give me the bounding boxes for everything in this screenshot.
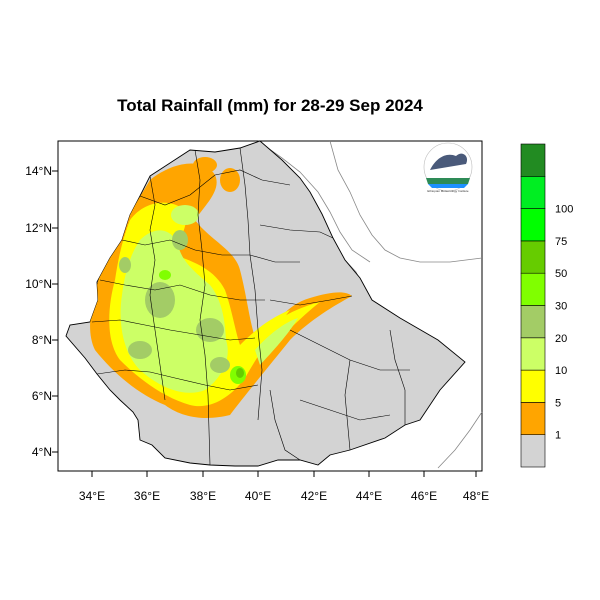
lat-label: 6°N xyxy=(32,389,52,403)
colorbar-swatch xyxy=(520,176,546,209)
lon-label: 36°E xyxy=(134,489,160,503)
lon-label: 40°E xyxy=(245,489,271,503)
colorbar-swatch xyxy=(520,143,546,177)
colorbar-label: 50 xyxy=(555,268,567,280)
colorbar-swatch xyxy=(520,208,546,242)
lat-label: 8°N xyxy=(32,333,52,347)
svg-text:Ethiopian Meteorology Institut: Ethiopian Meteorology Institute xyxy=(427,189,469,193)
colorbar-swatch xyxy=(520,402,546,435)
colorbar-swatch xyxy=(520,337,546,371)
colorbar: 1 5 10 20 30 50 75 100 xyxy=(520,143,573,468)
lat-label: 10°N xyxy=(25,277,52,291)
colorbar-label: 30 xyxy=(555,301,567,313)
lat-label: 14°N xyxy=(25,164,52,178)
colorbar-label: 100 xyxy=(555,204,573,216)
lat-label: 12°N xyxy=(25,221,52,235)
colorbar-label: 1 xyxy=(555,430,561,442)
colorbar-label: 10 xyxy=(555,365,567,377)
colorbar-swatch xyxy=(520,240,546,274)
colorbar-label: 75 xyxy=(555,236,567,248)
colorbar-label: 5 xyxy=(555,397,561,409)
institute-logo: Ethiopian Meteorology Institute xyxy=(423,142,473,193)
colorbar-swatch xyxy=(520,369,546,403)
lon-ticks xyxy=(91,471,477,477)
lon-label: 44°E xyxy=(356,489,382,503)
lon-label: 38°E xyxy=(190,489,216,503)
colorbar-swatch xyxy=(520,434,546,468)
lat-ticks xyxy=(52,170,58,453)
admin-boundaries xyxy=(91,147,410,466)
lon-label: 34°E xyxy=(79,489,105,503)
rainfall-shading xyxy=(90,157,352,418)
neighbour-borders xyxy=(257,140,483,469)
lon-label: 42°E xyxy=(301,489,327,503)
lat-label: 4°N xyxy=(32,445,52,459)
lon-label: 48°E xyxy=(463,489,489,503)
colorbar-label: 20 xyxy=(555,333,567,345)
lon-label: 46°E xyxy=(411,489,437,503)
map-title: Total Rainfall (mm) for 28-29 Sep 2024 xyxy=(117,96,423,115)
colorbar-swatch xyxy=(520,272,546,306)
colorbar-swatch xyxy=(520,305,546,339)
